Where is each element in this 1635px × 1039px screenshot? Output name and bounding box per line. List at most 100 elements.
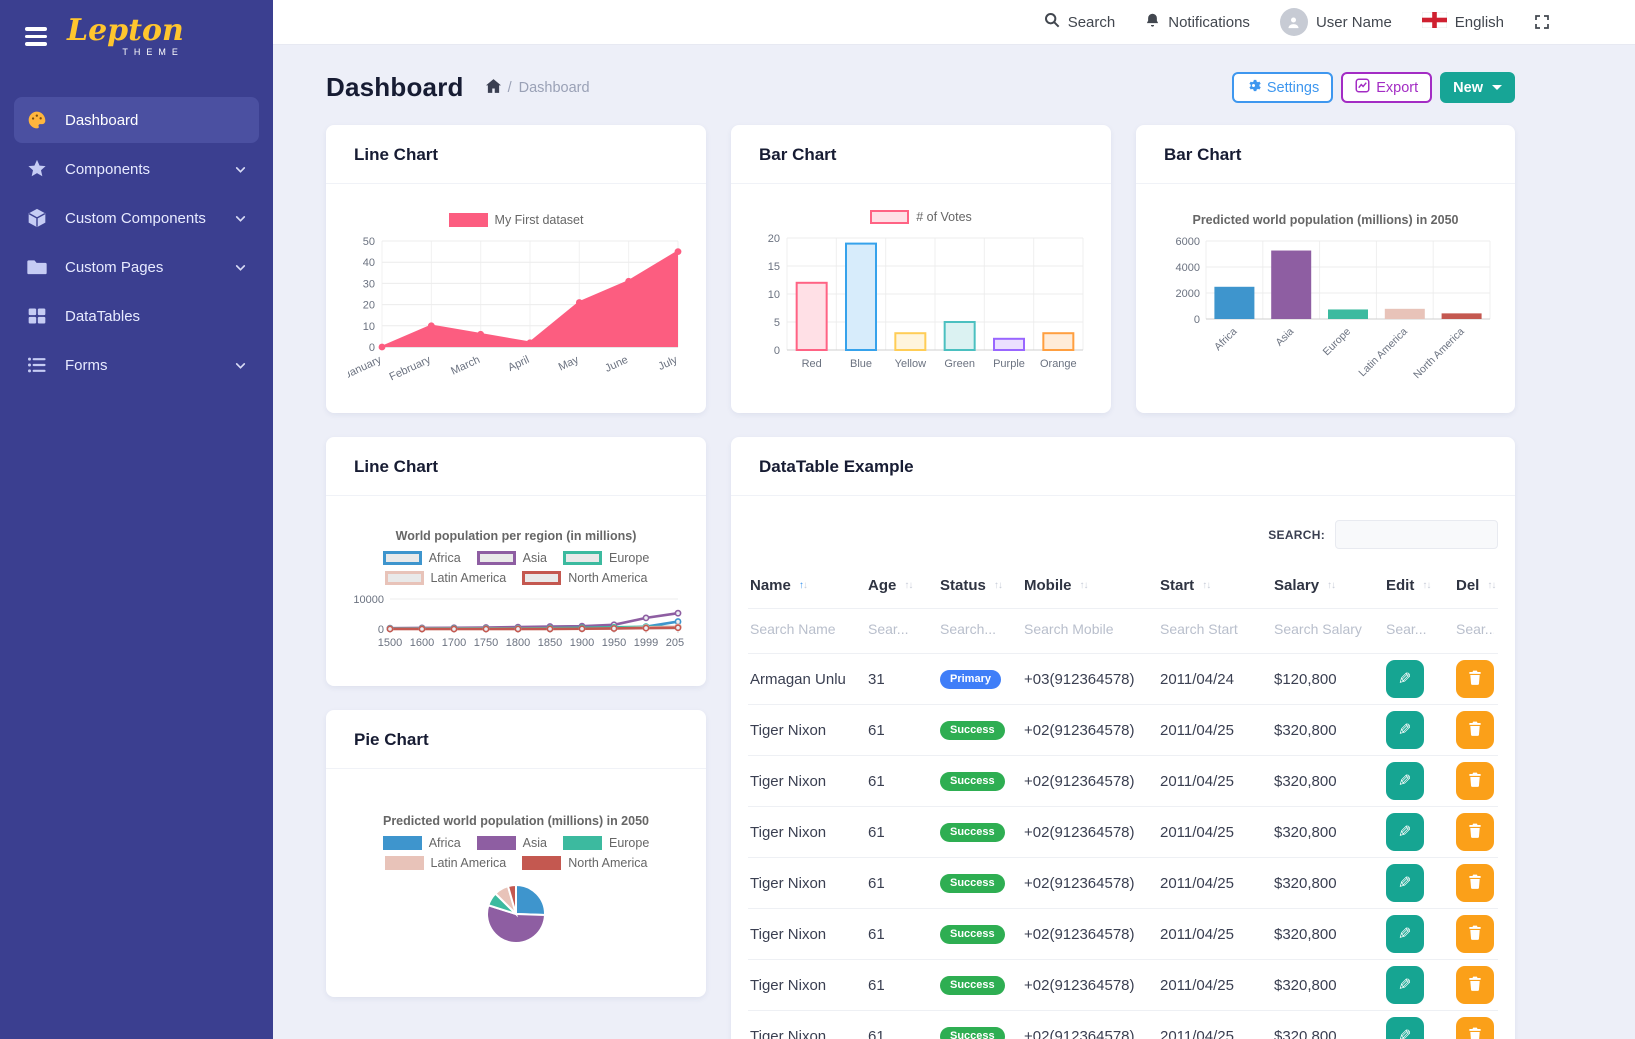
svg-text:0: 0 bbox=[1193, 314, 1199, 326]
legend-item[interactable]: My First dataset bbox=[448, 212, 583, 227]
svg-text:May: May bbox=[557, 353, 581, 373]
column-header-del[interactable]: Del ↑ ↓ bbox=[1456, 577, 1496, 594]
cell-age: 61 bbox=[868, 721, 885, 739]
topbar: Search Notifications User Name English bbox=[273, 0, 1635, 45]
sidebar-item-custom-components[interactable]: Custom Components bbox=[14, 195, 259, 241]
sidebar-item-forms[interactable]: Forms bbox=[14, 342, 259, 388]
edit-button[interactable]: ✎ bbox=[1386, 1017, 1424, 1039]
svg-text:Africa: Africa bbox=[1212, 325, 1240, 353]
legend-item[interactable]: Asia bbox=[476, 836, 547, 850]
cell-status: Primary bbox=[938, 663, 1022, 695]
settings-button[interactable]: Settings bbox=[1231, 72, 1334, 103]
sidebar-item-custom-pages[interactable]: Custom Pages bbox=[14, 244, 259, 290]
legend-item[interactable]: Europe bbox=[562, 551, 649, 565]
topbar-language[interactable]: English bbox=[1421, 11, 1504, 32]
sidebar-item-datatables[interactable]: DataTables bbox=[14, 293, 259, 339]
delete-button[interactable] bbox=[1456, 1017, 1494, 1039]
bell-icon bbox=[1145, 12, 1160, 32]
cell-mobile: +02(912364578) bbox=[1024, 874, 1135, 892]
export-button[interactable]: Export bbox=[1341, 72, 1433, 103]
legend-item[interactable]: Africa bbox=[382, 551, 461, 565]
card-title: Pie Chart bbox=[354, 730, 429, 749]
filter-input-age[interactable] bbox=[868, 621, 933, 637]
table-row: Armagan Unlu 31 Primary +03(912364578) 2… bbox=[748, 653, 1498, 704]
cell-age: 61 bbox=[868, 874, 885, 892]
card-title: DataTable Example bbox=[759, 457, 914, 476]
topbar-search[interactable]: Search bbox=[1044, 12, 1115, 32]
edit-button[interactable]: ✎ bbox=[1386, 915, 1424, 953]
edit-button[interactable]: ✎ bbox=[1386, 966, 1424, 1004]
legend-item[interactable]: Africa bbox=[382, 836, 461, 850]
sidebar-item-label: Custom Components bbox=[65, 209, 206, 227]
legend-item[interactable]: Asia bbox=[476, 551, 547, 565]
topbar-user[interactable]: User Name bbox=[1279, 8, 1392, 36]
home-icon[interactable] bbox=[485, 78, 501, 97]
new-button[interactable]: New bbox=[1440, 72, 1515, 103]
legend-swatch bbox=[476, 551, 516, 565]
page-head: Dashboard / Dashboard Settings Export bbox=[326, 72, 1515, 103]
folder-icon bbox=[26, 256, 48, 278]
cell-age: 61 bbox=[868, 772, 885, 790]
pie-chart: Predicted world population (millions) in… bbox=[326, 769, 706, 997]
column-header-mobile[interactable]: Mobile ↑ ↓ bbox=[1024, 577, 1089, 594]
column-header-start[interactable]: Start ↑ ↓ bbox=[1160, 577, 1211, 594]
column-header-age[interactable]: Age ↑ ↓ bbox=[868, 577, 913, 594]
svg-text:50: 50 bbox=[363, 236, 375, 248]
legend-item[interactable]: North America bbox=[522, 856, 647, 870]
bar-chart-1: # of Votes 0 5 10 15 20 Red Blue Yellow Green Purp… bbox=[731, 184, 1111, 413]
filter-input-salary[interactable] bbox=[1274, 621, 1377, 637]
delete-button[interactable] bbox=[1456, 762, 1494, 800]
delete-button[interactable] bbox=[1456, 711, 1494, 749]
bar-chart-2: Predicted world population (millions) in… bbox=[1136, 184, 1515, 413]
filter-input-mobile[interactable] bbox=[1024, 621, 1150, 637]
sidebar-item-dashboard[interactable]: Dashboard bbox=[14, 97, 259, 143]
column-header-name[interactable]: Name ↑ ↓ bbox=[750, 577, 808, 594]
column-header-salary[interactable]: Salary ↑ ↓ bbox=[1274, 577, 1336, 594]
legend-item[interactable]: Latin America bbox=[384, 571, 506, 585]
filter-input-start[interactable] bbox=[1160, 621, 1265, 637]
datatable-search-input[interactable] bbox=[1335, 520, 1498, 549]
column-header-edit[interactable]: Edit ↑ ↓ bbox=[1386, 577, 1431, 594]
edit-button[interactable]: ✎ bbox=[1386, 660, 1424, 698]
delete-button[interactable] bbox=[1456, 915, 1494, 953]
delete-button[interactable] bbox=[1456, 660, 1494, 698]
column-header-status[interactable]: Status ↑ ↓ bbox=[940, 577, 1003, 594]
sidebar-item-components[interactable]: Components bbox=[14, 146, 259, 192]
filter-input-del[interactable] bbox=[1456, 621, 1494, 637]
svg-text:6000: 6000 bbox=[1175, 236, 1199, 248]
chevron-down-icon bbox=[234, 212, 247, 225]
card-title: Line Chart bbox=[354, 457, 439, 476]
list-icon bbox=[26, 354, 48, 376]
filter-input-status[interactable] bbox=[940, 621, 1016, 637]
filter-input-edit[interactable] bbox=[1386, 621, 1449, 637]
svg-text:0: 0 bbox=[774, 345, 780, 357]
svg-text:2050: 2050 bbox=[666, 637, 684, 649]
filter-input-name[interactable] bbox=[750, 621, 859, 637]
delete-button[interactable] bbox=[1456, 966, 1494, 1004]
pencil-icon: ✎ bbox=[1398, 824, 1412, 841]
cards-grid: Line Chart My First dataset 0 10 20 30 40 50 Ja… bbox=[326, 125, 1515, 1039]
edit-button[interactable]: ✎ bbox=[1386, 813, 1424, 851]
sidebar-item-label: Forms bbox=[65, 356, 108, 374]
fullscreen-icon[interactable] bbox=[1534, 14, 1550, 30]
legend-item[interactable]: # of Votes bbox=[870, 209, 972, 224]
page-actions: Settings Export New bbox=[1231, 72, 1515, 103]
cell-salary: $320,800 bbox=[1274, 721, 1337, 739]
topbar-notifications[interactable]: Notifications bbox=[1145, 12, 1250, 32]
edit-button[interactable]: ✎ bbox=[1386, 864, 1424, 902]
cell-start: 2011/04/25 bbox=[1160, 721, 1234, 739]
hamburger-menu-icon[interactable] bbox=[25, 27, 47, 46]
legend-swatch bbox=[382, 551, 422, 565]
legend-item[interactable]: North America bbox=[522, 571, 647, 585]
legend-item[interactable]: Latin America bbox=[384, 856, 506, 870]
edit-button[interactable]: ✎ bbox=[1386, 711, 1424, 749]
svg-text:1700: 1700 bbox=[442, 637, 466, 649]
svg-text:1999: 1999 bbox=[634, 637, 658, 649]
delete-button[interactable] bbox=[1456, 813, 1494, 851]
cell-age: 61 bbox=[868, 925, 885, 943]
legend-item[interactable]: Europe bbox=[562, 836, 649, 850]
edit-button[interactable]: ✎ bbox=[1386, 762, 1424, 800]
trash-icon bbox=[1468, 772, 1482, 790]
cell-name: Armagan Unlu bbox=[750, 670, 846, 688]
delete-button[interactable] bbox=[1456, 864, 1494, 902]
